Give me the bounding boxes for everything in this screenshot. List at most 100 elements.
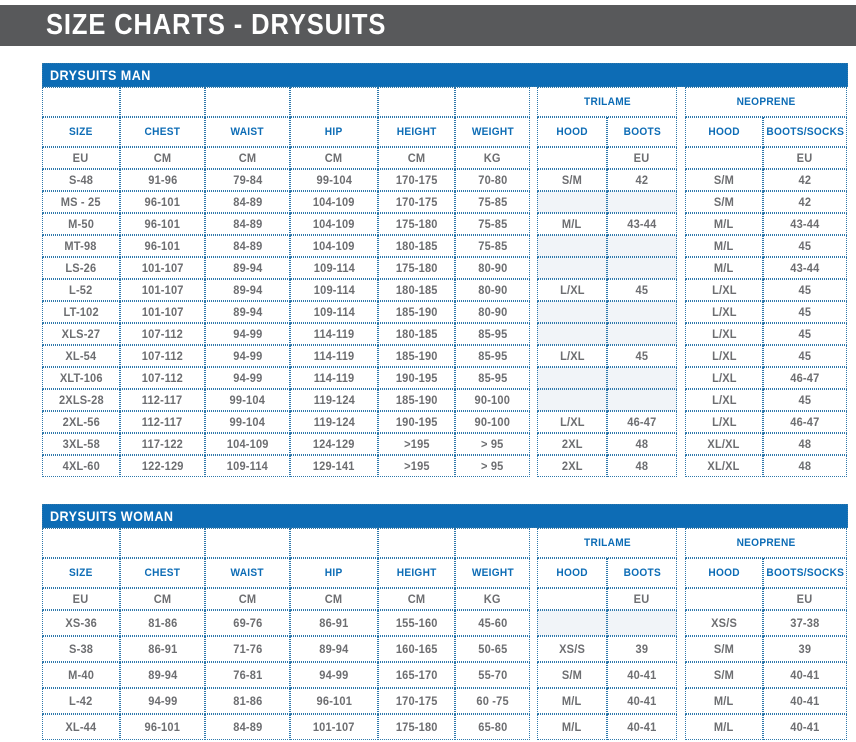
data-cell: 43-44 — [763, 257, 847, 279]
column-header-cell: HIP — [290, 558, 378, 588]
unit-cell — [537, 147, 607, 169]
cell-text: S/M — [561, 668, 583, 682]
cell-text: 94-99 — [147, 694, 178, 708]
data-cell: 40-41 — [763, 688, 847, 714]
column-header-cell: HOOD — [537, 558, 607, 588]
cell-text: CM — [407, 151, 426, 165]
data-cell — [537, 367, 607, 389]
data-cell: 45 — [763, 345, 847, 367]
data-cell: 85-95 — [455, 367, 530, 389]
unit-cell: KG — [455, 147, 530, 169]
cell-text: WEIGHT — [471, 567, 514, 579]
column-header-cell: SIZE — [42, 558, 120, 588]
size-cell: XLS-27 — [42, 323, 120, 345]
cell-text: S/M — [713, 173, 735, 187]
cell-text: EU — [634, 592, 650, 606]
empty-header-cell — [120, 87, 205, 117]
empty-header-cell — [42, 528, 120, 558]
data-cell: L/XL — [685, 367, 763, 389]
cell-text: 180-185 — [395, 239, 438, 253]
cell-text: 71-76 — [232, 642, 263, 656]
data-cell: 81-86 — [205, 688, 290, 714]
cell-text: CM — [325, 592, 343, 606]
cell-text: 69-76 — [232, 616, 263, 630]
data-cell: 89-94 — [290, 636, 378, 662]
column-gap — [677, 117, 685, 147]
cell-text: HOOD — [556, 567, 588, 579]
size-cell: XLT-106 — [42, 367, 120, 389]
column-gap — [530, 662, 537, 688]
data-cell: L/XL — [685, 279, 763, 301]
cell-text: 122-129 — [141, 459, 184, 473]
cell-text: WEIGHT — [471, 126, 514, 138]
cell-text: M/L — [562, 217, 582, 231]
cell-text: L/XL — [559, 349, 585, 363]
cell-text: M/L — [714, 261, 734, 275]
cell-text: 109-114 — [313, 283, 355, 297]
data-cell: L/XL — [537, 411, 607, 433]
data-cell: 89-94 — [205, 301, 290, 323]
data-cell: XL/XL — [685, 455, 763, 477]
size-cell: L-52 — [42, 279, 120, 301]
column-gap — [677, 345, 685, 367]
empty-header-cell — [42, 87, 120, 117]
cell-text: 84-89 — [232, 195, 263, 209]
data-cell: 90-100 — [455, 411, 530, 433]
data-cell: 84-89 — [205, 213, 290, 235]
data-cell: 48 — [763, 455, 847, 477]
data-cell — [607, 191, 677, 213]
cell-text: 80-90 — [477, 305, 508, 319]
cell-text: 124-129 — [313, 437, 355, 451]
column-gap — [530, 367, 537, 389]
cell-text: 109-114 — [313, 305, 355, 319]
column-header-cell: HIP — [290, 117, 378, 147]
cell-text: 48 — [635, 437, 649, 451]
unit-cell: EU — [763, 147, 847, 169]
cell-text: 114-119 — [313, 327, 355, 341]
size-cell: L-42 — [42, 688, 120, 714]
data-cell: 90-100 — [455, 389, 530, 411]
cell-text: EU — [797, 592, 813, 606]
cell-text: 45-60 — [477, 616, 508, 630]
data-cell: L/XL — [685, 301, 763, 323]
data-cell: 94-99 — [120, 688, 205, 714]
size-cell: XS-36 — [42, 610, 120, 636]
data-cell: 86-91 — [290, 610, 378, 636]
data-cell — [537, 301, 607, 323]
cell-text: L/XL — [559, 283, 585, 297]
cell-text: 45 — [635, 349, 649, 363]
data-cell: 107-112 — [120, 323, 205, 345]
cell-text: HOOD — [556, 126, 588, 138]
cell-text: 4XL-60 — [62, 459, 100, 473]
column-gap — [530, 301, 537, 323]
column-gap — [530, 433, 537, 455]
cell-text: 45 — [798, 393, 812, 407]
cell-text: 96-101 — [144, 239, 181, 253]
cell-text: 96-101 — [144, 195, 181, 209]
cell-text: 55-70 — [477, 668, 508, 682]
cell-text: BOOTS/SOCKS — [766, 567, 844, 579]
data-cell: 101-107 — [120, 301, 205, 323]
cell-text: BOOTS — [623, 126, 661, 138]
cell-text: 43-44 — [627, 217, 657, 231]
cell-text: 99-104 — [229, 415, 266, 429]
cell-text: L/XL — [711, 371, 737, 385]
group-header-trilame: TRILAME — [537, 87, 677, 117]
page-header-bar: SIZE CHARTS - DRYSUITS — [0, 5, 856, 46]
column-gap — [677, 169, 685, 191]
data-cell: 80-90 — [455, 279, 530, 301]
column-gap — [677, 433, 685, 455]
cell-text: 112-117 — [142, 393, 183, 407]
data-cell: 122-129 — [120, 455, 205, 477]
cell-text: 101-107 — [141, 261, 184, 275]
column-header-cell: WAIST — [205, 117, 290, 147]
data-cell: M/L — [537, 213, 607, 235]
data-cell: M/L — [685, 257, 763, 279]
column-gap — [530, 411, 537, 433]
cell-text: KG — [484, 151, 501, 165]
data-cell — [607, 323, 677, 345]
data-cell — [607, 367, 677, 389]
cell-text: 160-165 — [395, 642, 438, 656]
cell-text: HIP — [325, 126, 343, 138]
cell-text: 109-114 — [313, 261, 355, 275]
